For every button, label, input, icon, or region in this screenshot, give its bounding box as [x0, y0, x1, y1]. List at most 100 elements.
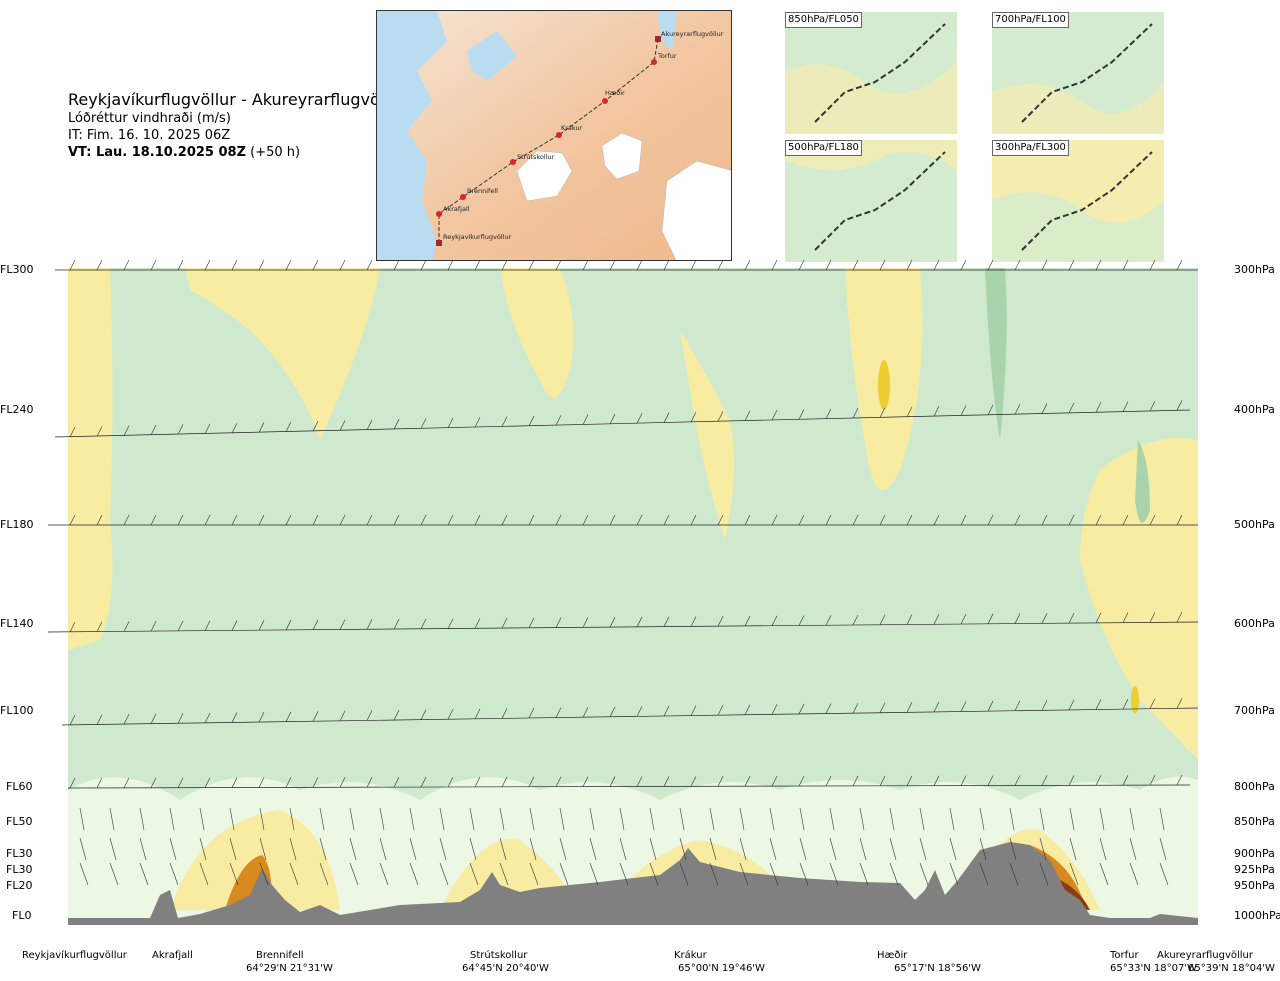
wind-barb	[960, 701, 967, 712]
wind-barb	[366, 777, 373, 788]
wind-barb	[798, 409, 805, 420]
wind-barb	[825, 615, 832, 626]
thumbnail-300[interactable]: 300hPa/FL300	[992, 140, 1164, 262]
wind-barb	[1095, 259, 1102, 271]
fl-label: FL180	[0, 518, 34, 531]
wind-barb	[919, 837, 927, 861]
wind-barb	[771, 704, 778, 715]
wind-barb	[474, 417, 481, 428]
wind-barb	[1095, 612, 1102, 623]
wind-barb	[679, 862, 689, 886]
wind-barb	[469, 807, 475, 831]
wind-barb	[139, 862, 149, 886]
wind-barb	[1041, 613, 1048, 624]
wind-barb	[690, 514, 697, 526]
wind-barb	[469, 837, 477, 861]
strong-downdraft	[985, 268, 1007, 440]
wind-barb	[339, 710, 346, 722]
valid-time: VT: Lau. 18.10.2025 08Z	[68, 145, 247, 160]
hpa-label: 1000hPa	[1234, 909, 1280, 922]
wind-barb	[619, 862, 629, 886]
wind-barb	[690, 411, 697, 423]
wind-barb	[349, 837, 357, 861]
wind-barb	[96, 259, 103, 271]
wind-barb	[379, 862, 389, 886]
wind-barb	[139, 837, 147, 861]
wind-barb	[636, 259, 643, 271]
wind-barb	[366, 419, 373, 430]
wind-barb	[987, 259, 994, 271]
location-coord: 64°29'N 21°31'W	[246, 963, 333, 974]
wind-barb	[259, 807, 265, 831]
hpa-label: 925hPa	[1234, 863, 1275, 876]
wind-barb	[169, 807, 175, 831]
thumbnail-700[interactable]: 700hPa/FL100	[992, 12, 1164, 134]
wind-barb	[879, 775, 886, 786]
strong-downdraft	[1135, 440, 1150, 523]
wind-barb	[1014, 775, 1021, 786]
wind-barb	[139, 807, 145, 831]
wind-barb	[79, 862, 89, 886]
wind-barb	[96, 514, 103, 526]
wind-barb	[1176, 774, 1183, 786]
wind-barb	[582, 259, 589, 271]
wind-barb	[150, 621, 157, 632]
map-label-akureyri: Akureyrarflugvöllur	[661, 30, 724, 38]
wind-barb	[1069, 862, 1079, 886]
wind-barb	[609, 259, 616, 271]
wind-barb	[349, 807, 355, 831]
wind-barb	[285, 259, 292, 271]
wind-barb	[1122, 401, 1129, 412]
wind-barb	[1068, 402, 1075, 414]
wind-barb	[339, 259, 346, 271]
wind-barb	[798, 615, 805, 626]
wind-barb	[366, 619, 373, 630]
wind-barb	[447, 776, 454, 788]
wind-barb	[933, 701, 940, 713]
thumbnail-850[interactable]: 850hPa/FL050	[785, 12, 957, 134]
wind-barb	[312, 777, 319, 788]
wind-barb	[312, 619, 319, 630]
wind-barb	[769, 807, 775, 831]
location-name: Torfur	[1110, 950, 1139, 961]
wind-barb	[96, 777, 103, 789]
wind-barb	[420, 709, 427, 720]
wind-barb	[744, 704, 751, 715]
wind-barb	[439, 807, 445, 831]
wind-barb	[739, 837, 747, 861]
wind-barb	[177, 620, 184, 632]
wind-barb	[1176, 400, 1183, 411]
wind-barb	[906, 614, 913, 625]
wind-barb	[1149, 612, 1156, 623]
wind-barb	[1039, 862, 1049, 886]
location-name: Strútskollur	[470, 950, 528, 961]
wind-barb	[199, 862, 209, 886]
wind-barb	[933, 614, 940, 625]
wind-barb	[1041, 775, 1048, 786]
wind-barb	[555, 707, 562, 718]
wind-barb	[949, 837, 957, 861]
wind-barb	[679, 807, 685, 831]
wind-barb	[852, 514, 859, 526]
hpa-label: 300hPa	[1234, 263, 1275, 276]
map-label-torfur: Torfur	[657, 52, 677, 60]
wind-barb	[312, 711, 319, 722]
wind-barb	[1099, 862, 1109, 886]
thumbnail-500[interactable]: 500hPa/FL180	[785, 140, 957, 262]
wind-barb	[1176, 698, 1183, 709]
updraft-zone	[185, 268, 380, 440]
wind-barb	[717, 411, 724, 422]
wind-barb	[231, 620, 238, 631]
wind-barb	[889, 807, 895, 831]
hpa-label: 400hPa	[1234, 403, 1275, 416]
wind-barb	[960, 775, 967, 786]
wind-barb	[123, 259, 130, 271]
wind-barb	[339, 514, 346, 526]
wind-barb	[799, 862, 809, 886]
map-label-reykjavik: Reykjavíkurflugvöllur	[443, 233, 512, 241]
wind-barb	[1099, 837, 1107, 861]
wind-barb	[258, 777, 265, 788]
strong-updraft	[878, 360, 890, 410]
wind-barb	[1014, 514, 1021, 526]
wind-barb	[825, 775, 832, 787]
